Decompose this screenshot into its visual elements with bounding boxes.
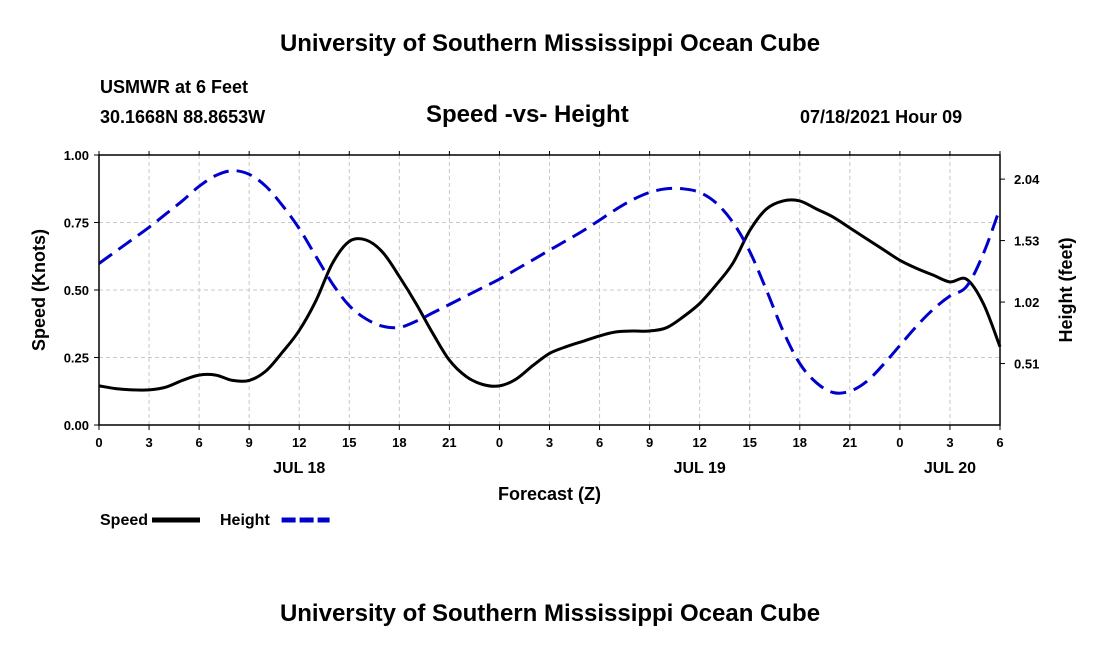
x-axis-ticks: 0 3 6 9 12 15 18 21 0 3 6 9 12 15 18 21 0 3 6 JUL 18 JUL 19 J… (95, 151, 1004, 477)
y-axis-ticks: 0.00 0.25 0.50 0.75 1.00 (64, 148, 99, 433)
coordinates-label: 30.1668N 88.8653W (100, 107, 266, 127)
legend: Speed Height (100, 512, 330, 529)
page-title-top: University of Southern Mississippi Ocean… (279, 30, 821, 57)
x-tick-label: 18 (793, 435, 807, 450)
y-right-tick-label: 2.04 (1014, 172, 1040, 187)
x-tick-label: 21 (442, 435, 456, 450)
x-axis-label: Forecast (Z) (498, 484, 601, 504)
legend-label-speed: Speed (100, 512, 148, 529)
station-label: USMWR at 6 Feet (100, 77, 249, 97)
series-layer (98, 169, 1002, 395)
y-right-tick-label: 1.53 (1014, 234, 1039, 249)
x-tick-label: 12 (292, 435, 306, 450)
y-right-tick-label: 1.02 (1014, 295, 1039, 310)
y-tick-label: 1.00 (64, 148, 89, 163)
y-axis-right-ticks: 0.51 1.02 1.53 2.04 (1000, 172, 1040, 372)
date-label: JUL 20 (924, 460, 976, 477)
plot-frame (98, 154, 1001, 426)
x-tick-label: 6 (195, 435, 202, 450)
x-tick-label: 12 (692, 435, 706, 450)
date-label: JUL 18 (273, 460, 325, 477)
x-tick-label: 15 (342, 435, 356, 450)
page-title-bottom: University of Southern Mississippi Ocean… (279, 600, 821, 627)
y-axis-label: Speed (Knots) (29, 229, 49, 351)
chart-title: Speed -vs- Height (426, 101, 629, 128)
x-tick-label: 15 (742, 435, 756, 450)
x-tick-label: 9 (646, 435, 653, 450)
date-label: JUL 19 (674, 460, 726, 477)
y-tick-label: 0.50 (64, 283, 89, 298)
x-tick-label: 0 (496, 435, 503, 450)
series-height-line (98, 169, 1002, 395)
y-tick-label: 0.25 (64, 351, 89, 366)
x-tick-label: 3 (946, 435, 953, 450)
x-tick-label: 3 (546, 435, 553, 450)
x-tick-label: 3 (145, 435, 152, 450)
x-tick-label: 18 (392, 435, 406, 450)
x-tick-label: 0 (95, 435, 102, 450)
x-tick-label: 0 (896, 435, 903, 450)
y-right-tick-label: 0.51 (1014, 357, 1039, 372)
x-tick-label: 6 (596, 435, 603, 450)
y-axis-right-label: Height (feet) (1056, 238, 1076, 343)
y-tick-label: 0.00 (64, 418, 89, 433)
x-tick-label: 6 (996, 435, 1003, 450)
series-speed-line (98, 198, 1002, 392)
legend-label-height: Height (220, 512, 270, 529)
y-tick-label: 0.75 (64, 216, 89, 231)
x-tick-label: 21 (843, 435, 857, 450)
x-tick-label: 9 (246, 435, 253, 450)
date-hour-label: 07/18/2021 Hour 09 (800, 107, 963, 127)
